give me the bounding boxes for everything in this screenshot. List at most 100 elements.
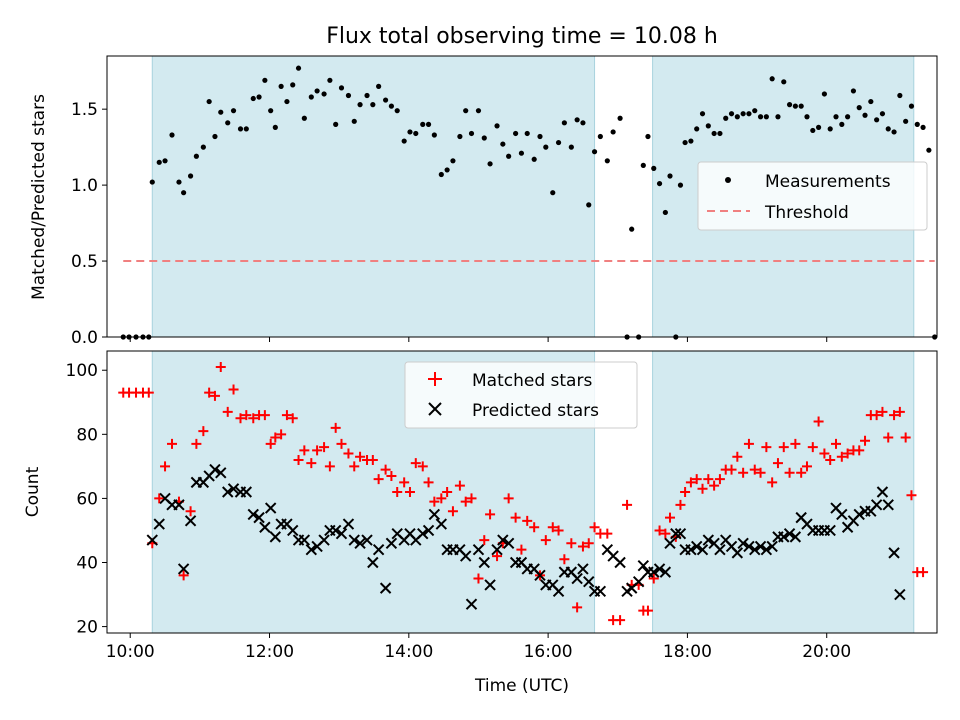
measurement-point	[206, 98, 212, 105]
measurement-point	[338, 85, 345, 91]
predicted-star-point	[173, 499, 185, 511]
predicted-star-point	[876, 486, 889, 498]
measurement-point	[256, 94, 262, 100]
matched-star-point	[877, 406, 888, 417]
measurement-point	[550, 190, 556, 196]
measurement-point	[481, 135, 487, 141]
matched-star-point	[503, 493, 514, 504]
top-y-axis-label: Matched/Predicted stars	[29, 94, 49, 300]
y-tick-label: 0.5	[71, 252, 98, 272]
count-points	[118, 362, 929, 626]
matched-star-point	[380, 464, 391, 475]
predicted-star-point	[778, 531, 790, 543]
predicted-star-point	[287, 524, 299, 537]
matched-star-point	[883, 432, 894, 443]
matched-star-point	[423, 477, 434, 488]
matched-star-point	[654, 525, 665, 536]
measurement-point	[243, 126, 249, 132]
measurement-point	[651, 165, 657, 171]
predicted-star-point	[465, 598, 478, 610]
matched-star-point	[386, 470, 397, 481]
measurement-point	[370, 102, 376, 108]
measurement-point	[798, 103, 804, 109]
y-tick-label: 100	[66, 361, 98, 381]
predicted-star-point	[372, 543, 385, 556]
measurement-point	[667, 173, 673, 179]
predicted-star-point	[305, 543, 318, 556]
predicted-star-point	[259, 521, 271, 533]
top-legend: Measurements Threshold	[697, 161, 928, 231]
matched-star-point	[417, 461, 428, 472]
bottom-x-ticks: 10:00 12:00 14:00 16:00 18:00 20:00	[106, 633, 851, 662]
matched-star-point	[222, 406, 233, 417]
measurement-point	[839, 121, 845, 127]
matched-star-point	[167, 438, 178, 449]
matched-star-point	[454, 480, 465, 491]
y-tick-label: 1.0	[71, 176, 98, 196]
measurement-point	[694, 126, 700, 132]
measurement-point	[290, 82, 296, 88]
legend-predicted-marker	[428, 402, 442, 416]
matched-star-point	[540, 535, 551, 546]
predicted-star-point	[577, 563, 589, 575]
predicted-star-point	[894, 588, 906, 601]
top-axes-frame	[106, 55, 938, 338]
measurement-point	[688, 138, 694, 144]
matched-star-point	[215, 362, 226, 373]
measurement-point	[463, 108, 469, 114]
matched-star-point	[330, 422, 341, 433]
predicted-star-point	[478, 556, 490, 569]
predicted-star-point	[789, 531, 802, 543]
measurement-point	[506, 153, 512, 159]
measurement-point	[262, 77, 268, 83]
predicted-star-point	[836, 508, 848, 521]
measurement-point	[711, 130, 717, 137]
matched-star-point	[191, 438, 202, 449]
measurement-point	[662, 209, 668, 216]
predicted-star-point	[329, 524, 342, 537]
predicted-star-point	[502, 537, 515, 549]
measurement-point	[218, 109, 224, 115]
matched-star-point	[373, 474, 384, 485]
matched-star-point	[772, 458, 783, 469]
measurement-point	[734, 114, 740, 120]
predicted-star-point	[227, 483, 240, 495]
matched-star-point	[178, 570, 189, 581]
matched-star-point	[566, 538, 577, 549]
measurement-point	[487, 161, 493, 167]
matched-star-point	[726, 464, 737, 475]
top-y-ticks: 0.0 0.5 1.0 1.5	[71, 100, 107, 348]
predicted-star-point	[749, 543, 761, 556]
matched-star-point	[228, 384, 239, 395]
measurement-point	[212, 133, 218, 140]
measurement-point	[815, 124, 822, 130]
measurement-point	[327, 77, 333, 83]
legend-matched-label: Matched stars	[472, 371, 592, 391]
predicted-star-point	[379, 582, 392, 594]
matched-star-point	[553, 525, 564, 536]
legend-predicted-label: Predicted stars	[472, 401, 599, 421]
measurement-point	[187, 173, 194, 179]
predicted-star-point	[674, 527, 687, 540]
predicted-star-point	[534, 569, 546, 582]
predicted-star-point	[760, 543, 773, 556]
measurement-point	[314, 88, 320, 94]
matched-star-point	[466, 493, 477, 504]
measurement-point	[740, 111, 746, 117]
predicted-star-point	[491, 543, 503, 556]
matched-star-point	[209, 390, 220, 401]
predicted-star-point	[348, 534, 360, 546]
measurement-point	[746, 111, 752, 117]
measurement-point	[321, 91, 327, 97]
predicted-star-point	[361, 534, 373, 546]
measurement-point	[394, 108, 400, 114]
measurement-point	[885, 126, 891, 132]
matched-star-point	[572, 602, 583, 613]
predicted-star-point	[367, 556, 379, 569]
matched-star-point	[404, 487, 415, 497]
matched-star-point	[522, 515, 533, 526]
measurement-point	[792, 103, 798, 109]
measurement-point	[752, 108, 758, 114]
measurement-point	[640, 162, 646, 168]
